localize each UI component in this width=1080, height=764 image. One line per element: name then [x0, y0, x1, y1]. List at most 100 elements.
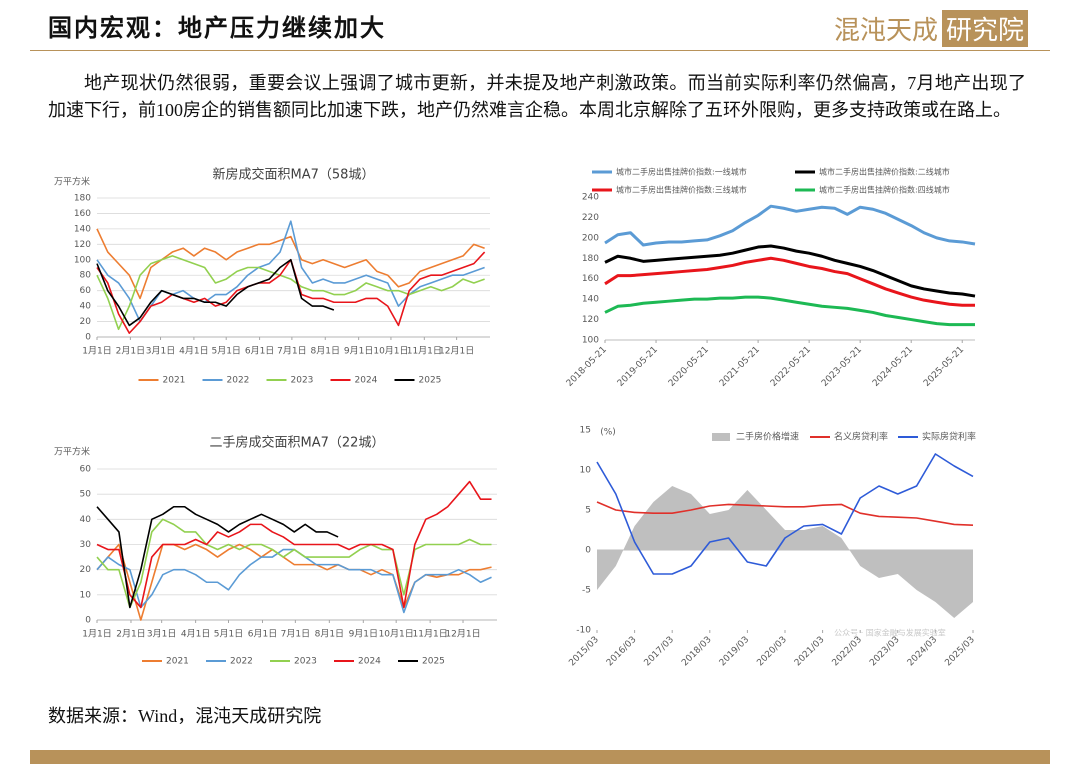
- x-tick-label: 2024-05-21: [871, 345, 915, 389]
- y-tick-label: 60: [80, 465, 92, 475]
- x-tick-label: 9月1日: [349, 629, 378, 640]
- x-tick-label: 2021/03: [793, 635, 827, 669]
- y-tick-label: 60: [80, 286, 92, 296]
- legend-label: 二手房价格增速: [736, 431, 799, 443]
- y-tick-label: 40: [80, 302, 92, 312]
- y-tick-label: 160: [74, 209, 91, 219]
- y-tick-label: 160: [582, 274, 599, 284]
- legend-label: 2021: [166, 657, 189, 667]
- x-tick-label: 2020-05-21: [667, 345, 711, 389]
- line: [96, 480, 492, 609]
- x-tick-label: 2016/03: [605, 635, 639, 669]
- x-tick-label: 8月1日: [311, 346, 340, 357]
- y-tick-label: 80: [80, 271, 92, 281]
- x-tick-label: 3月1日: [146, 346, 175, 357]
- legend-label: 2022: [230, 657, 253, 667]
- line: [604, 256, 975, 307]
- chart-title: 新房成交面积MA7（58城）: [213, 167, 375, 183]
- x-tick-label: 3月1日: [147, 629, 176, 640]
- legend-label: 名义房贷利率: [834, 431, 888, 443]
- legend-label: 2025: [419, 376, 442, 386]
- x-tick-label: 2019-05-21: [616, 345, 660, 389]
- x-tick-label: 6月1日: [248, 629, 277, 640]
- y-tick-label: 180: [74, 194, 91, 204]
- y-tick-label: 120: [582, 315, 599, 325]
- x-tick-label: 5月1日: [211, 346, 240, 357]
- y-tick-label: 50: [80, 490, 92, 500]
- legend-label: 2023: [294, 657, 317, 667]
- x-tick-label: 2月1日: [116, 629, 145, 640]
- line: [96, 255, 485, 331]
- x-tick-label: 2023-05-21: [820, 345, 864, 389]
- line: [596, 453, 974, 575]
- legend-label: 2024: [358, 657, 381, 667]
- legend-label: 城市二手房出售挂牌价指数:二线城市: [819, 167, 950, 177]
- legend-label: 2023: [291, 376, 314, 386]
- x-tick-label: 5月1日: [214, 629, 243, 640]
- y-axis-label: (%): [600, 428, 616, 438]
- chart-title: 二手房成交面积MA7（22城）: [210, 435, 385, 451]
- x-tick-label: 4月1日: [181, 629, 210, 640]
- y-tick-label: 15: [580, 426, 591, 436]
- legend-label: 城市二手房出售挂牌价指数:一线城市: [616, 167, 747, 177]
- x-tick-label: 2021-05-21: [718, 345, 762, 389]
- line: [96, 518, 492, 609]
- line: [596, 501, 974, 526]
- x-tick-label: 6月1日: [245, 346, 274, 357]
- y-tick-label: 0: [85, 616, 91, 626]
- y-tick-label: 100: [74, 255, 91, 265]
- x-tick-label: 2022-05-21: [769, 345, 813, 389]
- y-axis-label: 万平方米: [54, 176, 90, 188]
- y-tick-label: 40: [80, 515, 92, 525]
- x-tick-label: 10月1日: [379, 629, 414, 640]
- y-tick-label: 120: [74, 240, 91, 250]
- footer-bar: [30, 750, 1050, 764]
- x-tick-label: 2018-05-21: [565, 345, 609, 389]
- source: 数据来源：Wind，混沌天成研究院: [48, 706, 322, 726]
- legend-label: 2025: [422, 657, 445, 667]
- logo-text: 混沌天成: [833, 16, 938, 45]
- y-tick-label: 0: [585, 546, 591, 556]
- x-tick-label: 2018/03: [680, 635, 714, 669]
- x-tick-label: 7月1日: [277, 346, 306, 357]
- y-tick-label: -5: [582, 586, 591, 596]
- y-tick-label: 180: [582, 254, 599, 264]
- y-tick-label: 20: [80, 565, 92, 575]
- x-tick-label: 9月1日: [344, 346, 373, 357]
- y-tick-label: 30: [80, 540, 92, 550]
- y-tick-label: 200: [582, 233, 599, 243]
- x-tick-label: 2017/03: [643, 635, 677, 669]
- y-tick-label: 140: [582, 295, 599, 305]
- y-tick-label: 10: [580, 466, 592, 476]
- x-tick-label: 1月1日: [82, 629, 111, 640]
- x-tick-label: 12月1日: [445, 629, 480, 640]
- line: [96, 505, 339, 609]
- paragraph: 地产现状仍然很弱，重要会议上强调了城市更新，并未提及地产刺激政策。而当前实际利率…: [48, 73, 1026, 120]
- line: [604, 244, 976, 298]
- line: [96, 543, 492, 621]
- x-tick-label: 2015/03: [567, 635, 601, 669]
- x-tick-label: 2024/03: [906, 635, 940, 669]
- x-tick-label: 11月1日: [407, 346, 442, 357]
- x-tick-label: 2020/03: [755, 635, 789, 669]
- y-tick-label: 100: [582, 336, 599, 346]
- logo: 混沌天成 研究院: [834, 10, 1028, 47]
- x-tick-label: 8月1日: [315, 629, 344, 640]
- x-tick-label: 7月1日: [281, 629, 310, 640]
- x-tick-label: 2023/03: [868, 635, 902, 669]
- y-tick-label: 20: [80, 317, 92, 327]
- header-rule: [30, 50, 1050, 51]
- legend-label: 实际房贷利率: [922, 431, 976, 443]
- title: 国内宏观：地产压力继续加大: [48, 16, 386, 42]
- y-tick-label: -10: [576, 626, 591, 636]
- x-tick-label: 11月1日: [413, 629, 448, 640]
- x-tick-label: 2025-05-21: [922, 345, 966, 389]
- y-tick-label: 140: [74, 224, 91, 234]
- line: [96, 548, 492, 614]
- x-tick-label: 2025/03: [943, 635, 977, 669]
- legend-label: 2021: [163, 376, 186, 386]
- y-axis-label: 万平方米: [54, 446, 90, 458]
- x-tick-label: 2月1日: [116, 346, 145, 357]
- line: [604, 295, 975, 327]
